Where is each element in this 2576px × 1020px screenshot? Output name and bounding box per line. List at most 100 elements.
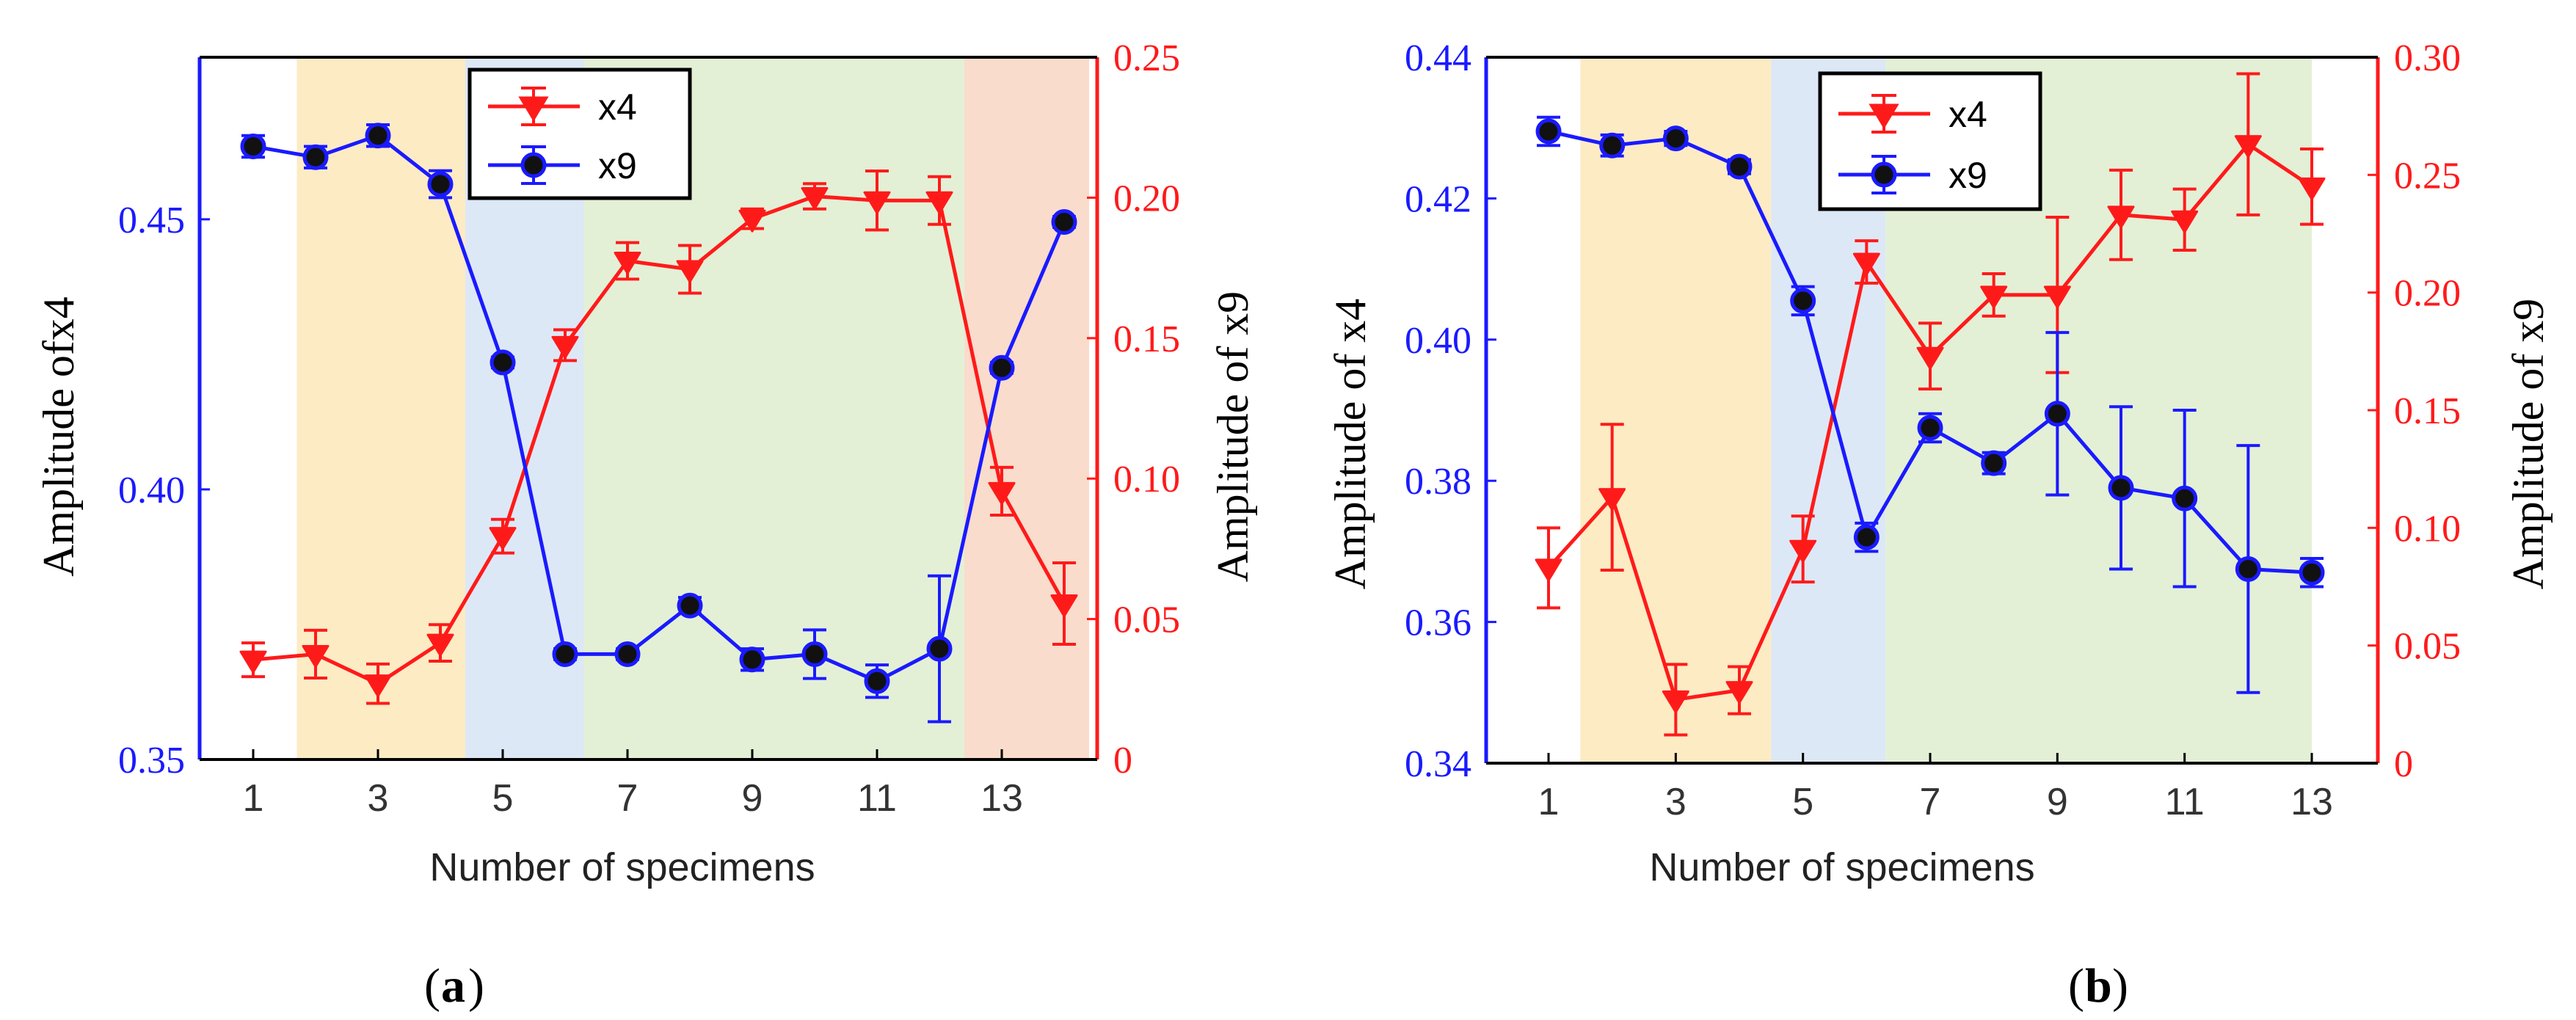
panel-a-right-y-tick-label-2: 0.10	[1113, 459, 1180, 500]
panel-a-series-x9-point-1	[302, 144, 329, 170]
panel-b-left-y-tick-label-5: 0.44	[1405, 37, 1471, 79]
panel-b-left-y-tick-label-4: 0.42	[1405, 178, 1471, 220]
panel-a-caption: ( a )	[424, 959, 484, 1013]
panel-b-series-x9-point-3	[1726, 153, 1753, 180]
panel-a-series-x4-point-12	[988, 481, 1016, 505]
panel-a-series-x9-point-12	[989, 354, 1015, 381]
panel-a: 1 3 5 7 9 11 13 0.350.400.45 00.050.100.150.20…	[34, 37, 1257, 1013]
panel-b-x-tick-label-1: 3	[1665, 781, 1687, 823]
panel-a-series-x4-point-13	[1050, 594, 1078, 618]
panel-b-series-x4-point-1	[1598, 488, 1626, 511]
panel-b-series-x9-point-8	[2044, 401, 2070, 427]
panel-b-x-axis-label: Number of specimens	[1649, 845, 2034, 889]
panel-b-caption-close: )	[2112, 959, 2128, 1013]
panel-a-legend-x9-label: x9	[598, 145, 637, 186]
panel-b-series-x9-point-2	[1662, 125, 1689, 152]
panel-b-legend-x9-label: x9	[1949, 155, 1987, 196]
panel-b-series-x9-point-7	[1981, 450, 2007, 476]
panel-a-x-axis-label: Number of specimens	[429, 845, 815, 889]
panel-a-series	[239, 123, 1078, 724]
panel-a-series-x9-point-6	[614, 641, 641, 667]
panel-b-series-x9-point-5	[1853, 524, 1880, 550]
panel-b-x-tick-label-5: 11	[2165, 781, 2205, 823]
panel-b-right-y-axis-label: Amplitude of x9	[2504, 299, 2553, 590]
panel-a-series-x4-point-9	[801, 186, 829, 210]
panel-b-x-tick-label-0: 1	[1538, 781, 1560, 823]
panel-b-y-ticks-right: 0 0.05 0.10 0.15 0.20 0.25 0.30	[2368, 37, 2461, 785]
panel-a-caption-open: (	[424, 959, 440, 1013]
panel-a-left-y-tick-label-1: 0.40	[118, 470, 185, 511]
panel-a-y-ticks-left: 0.35 0.40 0.45	[118, 200, 210, 782]
panel-a-series-x4-point-11	[925, 191, 953, 214]
panel-a-series-x4-point-5	[551, 335, 579, 359]
panel-b-x-tick-label-3: 7	[1920, 781, 1941, 823]
panel-b-right-y-tick-label-1: 0.05	[2394, 626, 2461, 668]
panel-b-series-x4-point-7	[1980, 285, 2008, 309]
panel-a-series-x9-point-13	[1051, 209, 1077, 236]
panel-a-series-x4-point-10	[863, 191, 891, 214]
panel-b-caption: ( b )	[2068, 959, 2128, 1013]
panel-b-legend-box	[1818, 71, 2042, 211]
panel-b-legend: x4 x9	[1818, 71, 2042, 211]
panel-b-series-x9-point-1	[1599, 132, 1626, 159]
panel-b-axes	[1484, 56, 2380, 765]
panel-b-series-x9-point-11	[2235, 555, 2261, 582]
panel-b-x-tick-label-4: 9	[2047, 781, 2068, 823]
panel-a-series-x4-point-3	[426, 633, 454, 657]
panel-a-right-y-tick-label-5: 0.25	[1113, 37, 1180, 79]
panel-a-bands	[296, 57, 1089, 759]
panel-a-series-x9-point-3	[427, 171, 454, 197]
panel-a-series-x9-point-5	[552, 641, 578, 667]
panel-a-series-x9-point-9	[801, 641, 828, 667]
panel-a-series-x4-point-7	[676, 260, 704, 283]
panel-a-left-y-axis-label: Amplitude ofx4	[34, 296, 83, 577]
panel-a-right-y-tick-label-0: 0	[1113, 740, 1132, 782]
panel-a-series-x4-point-1	[302, 644, 330, 668]
panel-a-legend-box	[467, 68, 692, 200]
panel-b-series-x4-point-9	[2107, 205, 2135, 229]
panel-a-legend-x4-label: x4	[598, 87, 637, 128]
panel-b-right-y-tick-label-3: 0.15	[2394, 390, 2461, 432]
panel-a-x-tick-label-1: 3	[368, 777, 389, 820]
panel-b-x-ticks: 1 3 5 7 9 11 13	[1538, 753, 2333, 823]
panel-a-caption-letter: a	[441, 959, 465, 1013]
panel-a-left-y-tick-label-0: 0.35	[118, 740, 185, 782]
panel-b-series-x4-point-11	[2234, 135, 2262, 159]
panel-b-legend-x4-marker	[1869, 103, 1899, 129]
panel-a-right-y-tick-label-1: 0.05	[1113, 600, 1180, 641]
panel-b-left-y-tick-label-3: 0.40	[1405, 320, 1471, 362]
panel-b-series	[1535, 72, 2326, 737]
panel-a-x-tick-label-0: 1	[243, 777, 264, 820]
panel-a-x-tick-label-5: 11	[857, 777, 897, 820]
panel-a-right-y-tick-label-4: 0.20	[1113, 178, 1180, 219]
panel-b-right-y-tick-label-2: 0.10	[2394, 508, 2461, 550]
panel-b-series-x9-point-12	[2299, 559, 2325, 586]
panel-b-series-x4-point-4	[1789, 539, 1817, 563]
panel-b-legend-x9-marker	[1871, 161, 1897, 188]
panel-b-series-x4-point-12	[2298, 177, 2326, 200]
panel-b-series-x4-point-0	[1535, 558, 1562, 582]
panel-b-left-y-tick-label-1: 0.36	[1405, 602, 1471, 644]
panel-b-series-x4-point-6	[1916, 346, 1944, 370]
panel-a-legend-x4-marker	[518, 96, 549, 122]
panel-b-series-x4-point-8	[2043, 285, 2071, 309]
panel-b: 1 3 5 7 9 11 13 0.340.360.380.400.420.44 00.05…	[1326, 37, 2553, 1013]
panel-a-y-ticks-right: 0 0.05 0.10 0.15 0.20 0.25	[1087, 37, 1180, 782]
panel-a-series-x4-point-8	[738, 209, 766, 233]
panel-a-right-y-tick-label-3: 0.15	[1113, 318, 1180, 360]
panel-b-series-x9-point-10	[2172, 485, 2198, 511]
panel-b-x-tick-label-2: 5	[1792, 781, 1813, 823]
panel-a-axes	[197, 56, 1099, 761]
panel-a-x-ticks: 1 3 5 7 9 11 13	[243, 749, 1023, 820]
panel-b-series-x4-point-10	[2171, 210, 2199, 233]
panel-a-caption-close: )	[468, 959, 484, 1013]
panel-a-legend-x9-marker	[520, 152, 547, 178]
panel-b-left-y-axis-label: Amplitude of x4	[1326, 299, 1375, 590]
panel-a-series-x4-point-2	[364, 674, 392, 698]
panel-a-series-x4-point-4	[489, 527, 517, 550]
panel-b-x-tick-label-6: 13	[2291, 781, 2333, 823]
panel-a-series-x9-point-7	[677, 592, 703, 619]
panel-b-series-x4-point-5	[1852, 252, 1880, 276]
panel-b-series-x9-point-4	[1790, 288, 1816, 314]
